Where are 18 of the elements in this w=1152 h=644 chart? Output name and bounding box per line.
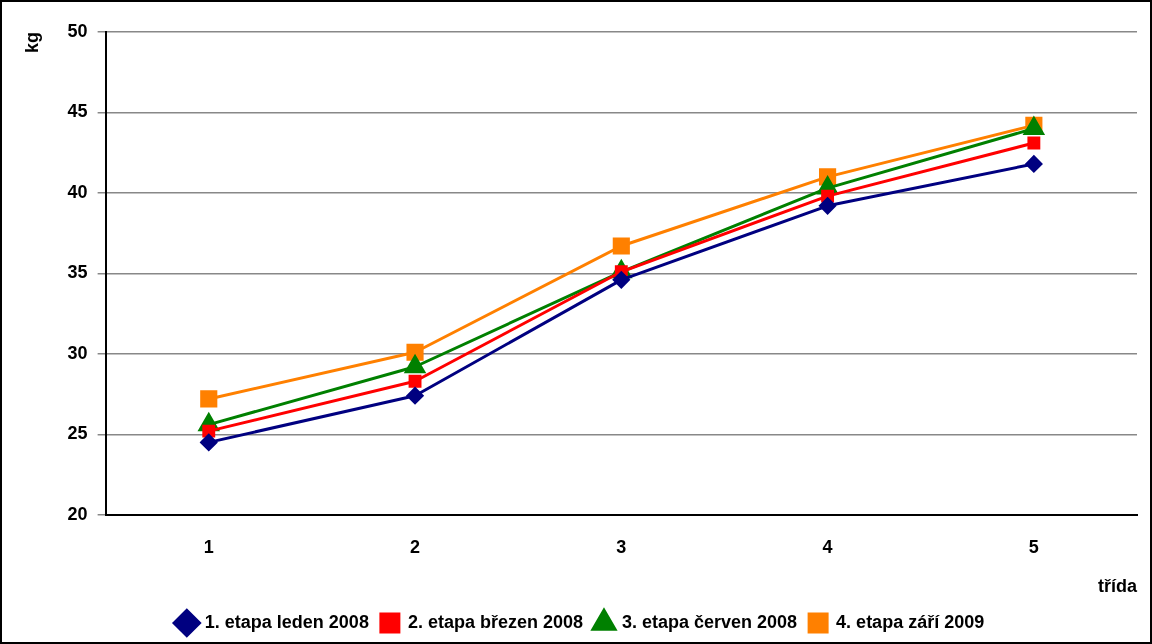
legend-label: 1. etapa leden 2008 [204,611,369,632]
y-tick-label: 30 [67,342,88,363]
y-axis-title: kg [21,32,42,54]
x-tick-label: 1 [203,536,214,557]
x-tick-label: 2 [410,536,421,557]
y-tick-label: 45 [67,101,88,122]
y-tick-label: 35 [67,262,88,283]
legend-label: 3. etapa červen 2008 [621,611,798,632]
x-tick-label: 3 [616,536,627,557]
x-tick-label: 5 [1028,536,1039,557]
y-tick-label: 40 [67,181,88,202]
legend-label: 2. etapa březen 2008 [407,611,583,632]
y-tick-label: 25 [67,423,88,444]
legend-label: 4. etapa září 2009 [836,611,985,632]
y-tick-label: 50 [67,20,88,41]
x-tick-label: 4 [822,536,833,557]
y-tick-label: 20 [67,503,88,524]
x-axis-title: třída [1097,576,1138,597]
